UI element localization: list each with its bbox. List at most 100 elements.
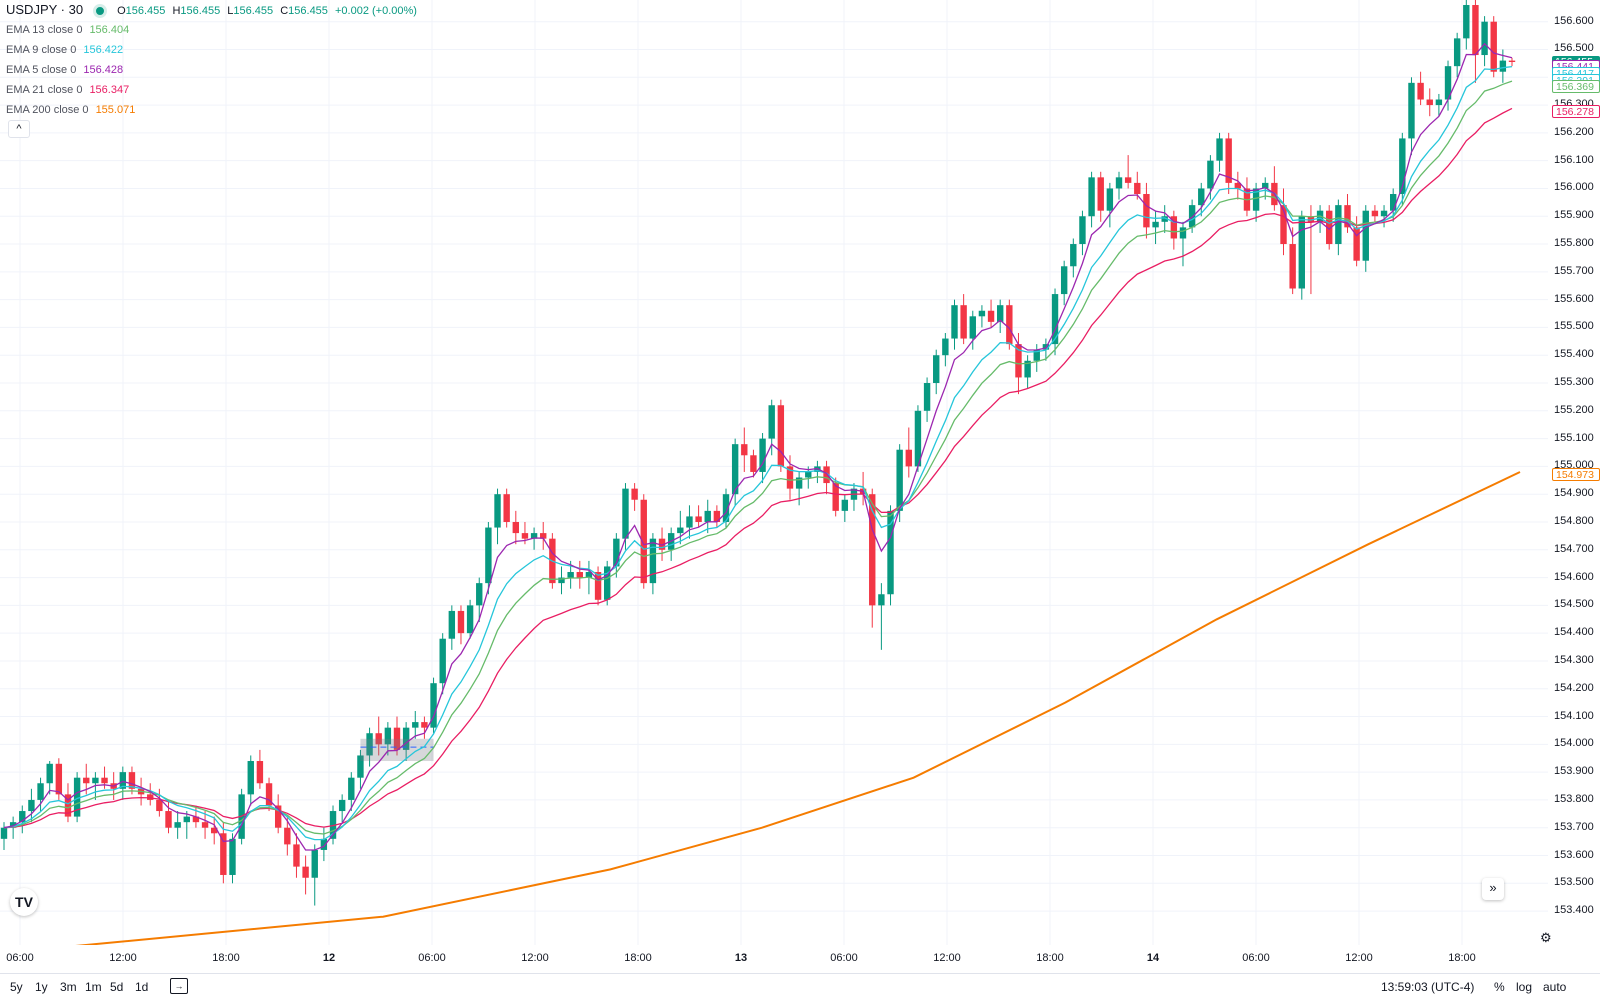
candle xyxy=(366,727,373,767)
ema-200-line[interactable] xyxy=(4,471,1521,945)
auto-toggle[interactable]: auto xyxy=(1543,980,1567,994)
candle-body xyxy=(713,510,721,522)
candle-body xyxy=(1262,182,1269,189)
price-axis-label: 153.400 xyxy=(1554,904,1594,917)
time-axis-label: 18:00 xyxy=(1036,952,1064,964)
indicator-row[interactable]: EMA 5 close 0 156.428 xyxy=(6,60,417,80)
candle-body xyxy=(174,822,181,828)
collapse-legend-button[interactable]: ^ xyxy=(8,120,30,138)
candle xyxy=(37,777,44,812)
candle xyxy=(421,716,428,739)
range-button-1d[interactable]: 1d xyxy=(135,980,149,994)
percent-toggle[interactable]: % xyxy=(1494,980,1505,994)
candle xyxy=(1006,299,1013,350)
indicator-label: EMA 5 close 0 xyxy=(6,64,77,76)
candle-body xyxy=(1115,177,1123,189)
time-axis[interactable]: 06:00 12:00 18:00 12 06:00 12:00 18:00 13 06:00 1… xyxy=(0,945,1548,973)
candle-body xyxy=(1070,244,1077,267)
candle-body xyxy=(83,777,90,784)
candle-body xyxy=(338,799,346,812)
candle xyxy=(576,560,583,589)
candle xyxy=(1380,205,1388,228)
candle-body xyxy=(366,733,373,756)
candle-body xyxy=(914,410,922,467)
candle xyxy=(46,761,53,795)
candle-body xyxy=(1435,99,1443,106)
ema-5-line[interactable] xyxy=(3,42,1513,851)
candle-body xyxy=(1499,60,1507,72)
range-button-5d[interactable]: 5d xyxy=(110,980,124,994)
candle xyxy=(494,488,501,545)
candle xyxy=(284,816,291,856)
calendar-goto-icon[interactable]: → xyxy=(170,978,188,994)
ohlc-low-label: L xyxy=(227,5,234,17)
candle xyxy=(1152,210,1159,245)
candle xyxy=(55,758,63,800)
candle-body xyxy=(229,838,236,875)
ema-13-line[interactable] xyxy=(3,80,1513,835)
scroll-to-realtime-button[interactable]: » xyxy=(1482,878,1504,900)
candle-body xyxy=(421,722,428,728)
candle-body xyxy=(9,822,17,828)
candle-body xyxy=(302,866,309,878)
candle-body xyxy=(201,822,209,828)
indicator-row[interactable]: EMA 200 close 0 155.071 xyxy=(6,100,417,120)
candle xyxy=(1124,155,1132,189)
chart-pane[interactable]: USDJPY · 30 O156.455 H156.455 L156.455 C1… xyxy=(0,0,1548,945)
indicator-value: 156.404 xyxy=(89,24,130,36)
candle xyxy=(1115,171,1123,200)
candle xyxy=(1344,194,1351,233)
candle xyxy=(795,471,803,506)
candle xyxy=(1508,57,1516,67)
candle xyxy=(1399,132,1406,206)
range-button-1y[interactable]: 1y xyxy=(35,980,48,994)
price-axis-label: 154.400 xyxy=(1554,626,1594,639)
candle xyxy=(1079,210,1086,256)
symbol-row: USDJPY · 30 O156.455 H156.455 L156.455 C1… xyxy=(6,0,417,20)
candle-body xyxy=(978,310,986,317)
indicator-row[interactable]: EMA 21 close 0 156.347 xyxy=(6,80,417,100)
candle xyxy=(1335,199,1342,256)
range-button-1m[interactable]: 1m xyxy=(85,980,102,994)
range-button-5y[interactable]: 5y xyxy=(10,980,23,994)
candle xyxy=(1426,88,1433,117)
candle xyxy=(1024,355,1031,389)
candle-body xyxy=(73,777,81,817)
candle-body xyxy=(448,610,456,639)
candle xyxy=(832,477,839,517)
price-axis-label: 154.800 xyxy=(1554,514,1594,527)
price-axis-label: 155.700 xyxy=(1554,264,1594,277)
candle xyxy=(677,510,684,545)
candle-body xyxy=(192,816,200,823)
candle xyxy=(1408,77,1415,156)
candlestick-chart[interactable] xyxy=(0,0,1548,945)
clock-display[interactable]: 13:59:03 (UTC-4) xyxy=(1381,980,1475,994)
candle xyxy=(1280,188,1287,256)
chart-settings-icon[interactable]: ⚙ xyxy=(1540,930,1552,945)
candle xyxy=(320,827,328,862)
candle xyxy=(512,510,520,545)
symbol-title[interactable]: USDJPY · 30 xyxy=(6,2,84,17)
price-axis-label: 154.000 xyxy=(1554,737,1594,750)
candle xyxy=(768,399,775,456)
indicator-row[interactable]: EMA 13 close 0 156.404 xyxy=(6,20,417,40)
candle xyxy=(165,799,172,834)
candle xyxy=(156,788,163,817)
log-toggle[interactable]: log xyxy=(1516,980,1533,994)
candle-body xyxy=(540,533,547,539)
range-button-3m[interactable]: 3m xyxy=(60,980,77,994)
candle xyxy=(1243,177,1251,217)
candle-body xyxy=(585,572,593,578)
candle xyxy=(1161,205,1168,233)
candle xyxy=(201,811,209,839)
indicator-row[interactable]: EMA 9 close 0 156.422 xyxy=(6,40,417,60)
candle-body xyxy=(878,594,885,606)
ema-13-tag: 156.369 xyxy=(1552,79,1600,93)
candle xyxy=(1472,0,1479,83)
candle-body xyxy=(1124,177,1132,183)
candle-body xyxy=(933,355,940,384)
candle xyxy=(384,722,392,756)
tradingview-logo[interactable]: TV xyxy=(10,888,38,916)
candle xyxy=(1307,205,1315,295)
ema-9-line[interactable] xyxy=(3,65,1513,841)
